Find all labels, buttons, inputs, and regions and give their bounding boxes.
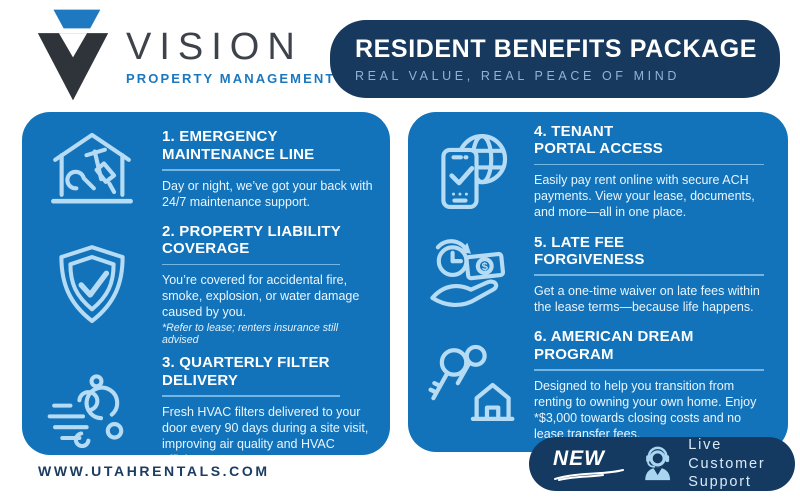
website-url[interactable]: WWW.UTAHRENTALS.COM	[38, 463, 270, 479]
benefits-panel-left: 1. EMERGENCY MAINTENANCE LINE Day or nigh…	[22, 112, 390, 455]
benefit-title: 4. TENANT PORTAL ACCESS	[534, 123, 664, 158]
vision-logo-icon	[30, 8, 116, 102]
air-filter-icon	[47, 374, 124, 448]
live-support-badge[interactable]: NEW Live Customer Support	[529, 437, 795, 491]
keys-house-icon	[428, 344, 515, 421]
new-label: NEW	[553, 447, 605, 470]
benefit-tenant-portal: 4. TENANT PORTAL ACCESS Easily pay rent o…	[408, 123, 788, 220]
benefit-emergency-maintenance: 1. EMERGENCY MAINTENANCE LINE Day or nigh…	[22, 123, 390, 215]
benefit-title: 3. QUARTERLY FILTER DELIVERY	[162, 354, 330, 389]
benefit-description: Get a one-time waiver on late fees withi…	[534, 283, 760, 314]
brand-name: VISION	[126, 26, 303, 68]
shield-check-icon	[59, 244, 125, 323]
benefit-description: Designed to help you transition from ren…	[534, 378, 757, 441]
banner-title: RESIDENT BENEFITS PACKAGE	[355, 35, 758, 63]
divider	[162, 169, 340, 171]
benefit-description: Day or night, we’ve got your back with 2…	[162, 178, 373, 209]
banner-subtitle: REAL VALUE, REAL PEACE OF MIND	[355, 69, 680, 83]
svg-text:$: $	[481, 261, 488, 274]
divider	[534, 163, 764, 166]
benefit-description: Fresh HVAC filters delivered to your doo…	[162, 404, 369, 455]
benefits-panel-right: 4. TENANT PORTAL ACCESS Easily pay rent o…	[408, 112, 788, 452]
benefit-title: 1. EMERGENCY MAINTENANCE LINE	[162, 128, 315, 163]
divider	[162, 263, 340, 266]
benefit-note: *Refer to lease; renters insurance still…	[162, 322, 339, 347]
brand-logo: VISION PROPERTY MANAGEMENT	[30, 8, 335, 102]
benefit-filter-delivery: 3. QUARTERLY FILTER DELIVERY Fresh HVAC f…	[22, 354, 390, 455]
benefit-title: 5. LATE FEE FORGIVENESS	[534, 233, 645, 269]
headset-agent-icon	[645, 446, 671, 481]
benefit-title: 6. AMERICAN DREAM PROGRAM	[534, 328, 694, 363]
benefit-late-fee: $ 5. LATE FEE FORGIVENESS Get a one-time …	[408, 228, 788, 320]
benefit-american-dream: 6. AMERICAN DREAM PROGRAM Designed to hel…	[408, 328, 788, 441]
benefit-liability-coverage: 2. PROPERTY LIABILITY COVERAGE You’re cov…	[22, 223, 390, 346]
benefit-title: 2. PROPERTY LIABILITY COVERAGE	[162, 223, 341, 258]
benefit-description: You’re covered for accidental fire, smok…	[162, 273, 360, 320]
support-label: Live Customer Support	[688, 436, 766, 491]
house-tools-icon	[51, 132, 133, 204]
divider	[534, 369, 764, 371]
late-fee-icon: $	[430, 239, 506, 308]
brand-tagline: PROPERTY MANAGEMENT	[126, 71, 336, 86]
phone-globe-icon	[441, 133, 508, 209]
divider	[534, 274, 764, 276]
swoosh-underline	[554, 469, 624, 481]
divider	[162, 395, 340, 397]
benefit-description: Easily pay rent online with secure ACH p…	[534, 173, 755, 220]
title-banner: RESIDENT BENEFITS PACKAGE REAL VALUE, RE…	[330, 20, 780, 98]
